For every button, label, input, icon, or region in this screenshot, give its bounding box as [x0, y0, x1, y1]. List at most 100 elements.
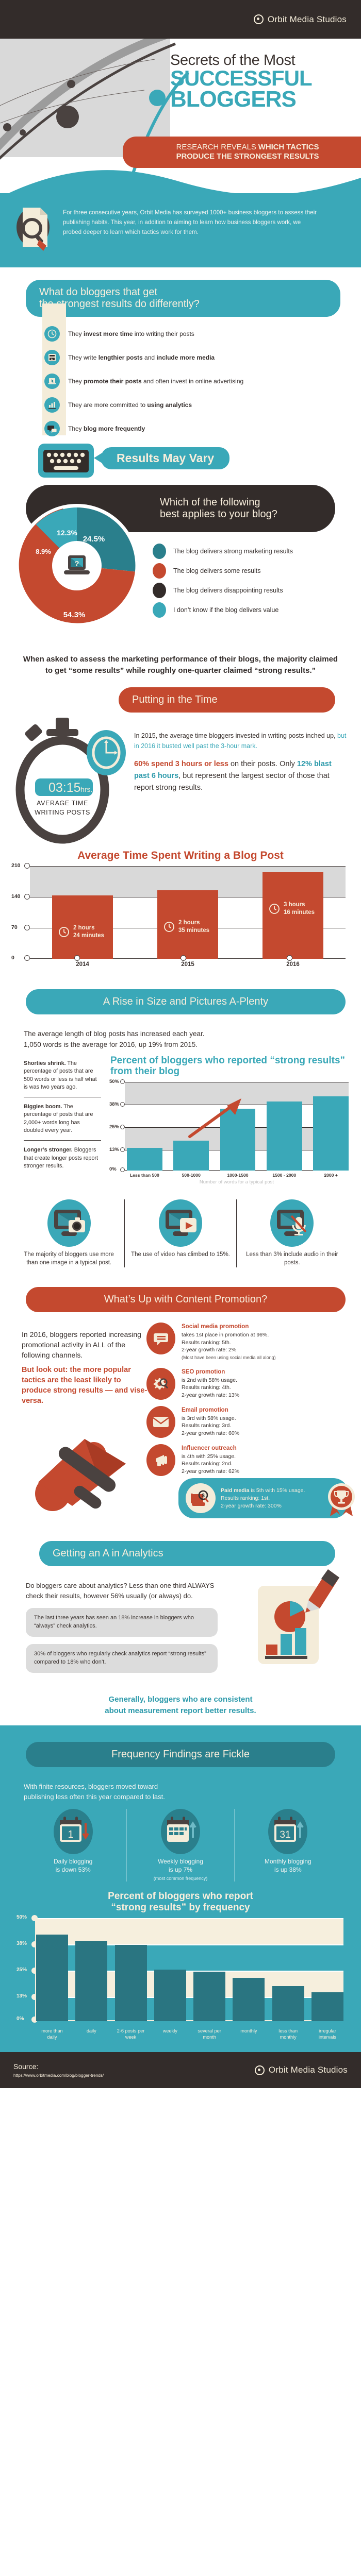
promotion-item-l2: Results ranking: 4th.: [182, 1384, 231, 1391]
promotion-intro-red: But look out: the more popular tactics a…: [22, 1365, 147, 1405]
monitor-video-icon: [158, 1199, 203, 1247]
frequency-section: Frequency Findings are Fickle With finit…: [0, 1725, 361, 2053]
bar-2015: 2 hours 35 minutes: [157, 890, 218, 959]
legend-item: The blog delivers some results: [153, 561, 354, 581]
chart2-xtick: 500-1000: [182, 1173, 201, 1178]
chart3-x-axis: [35, 2020, 343, 2022]
chart1-ytick: 140: [11, 893, 21, 900]
svg-text:12.3%: 12.3%: [57, 529, 77, 537]
frequency-caption: Daily blogging is down 53%: [23, 1857, 123, 1874]
frequency-cell: 31 Monthly blogging is up 38%: [234, 1809, 341, 1882]
rise-note: Shorties shrink. The percentage of posts…: [24, 1060, 97, 1090]
media-caption: The use of video has climbed to 15%.: [131, 1251, 230, 1258]
chart1-x-knob: [180, 955, 186, 961]
bar-less-than-monthly: [272, 1986, 304, 2022]
promotion-item-text: Influencer outreach is 4th with 25% usag…: [182, 1444, 239, 1476]
chart3-ytick: 50%: [17, 1914, 27, 1921]
paper-strip-decoration: [42, 303, 66, 436]
source-url[interactable]: https://www.orbitmedia.com/blog/blogger-…: [13, 2073, 104, 2078]
chart2-ytick: 0%: [109, 1166, 117, 1173]
chart2-x-labels: Less than 500 500-1000 1000-1500 1500 - …: [127, 1173, 349, 1178]
list-item: They blog more frequently: [26, 417, 349, 440]
chart3-title: Percent of bloggers who report “strong re…: [108, 1890, 253, 1913]
list-item-label: They are more committed to using analyti…: [68, 401, 192, 409]
bar-more-than-daily: [36, 1935, 68, 2022]
analytics-section: Getting an A in Analytics Do bloggers ca…: [0, 1531, 361, 1687]
chart3-band-top: [35, 1918, 343, 1945]
chart2-xtick: 2000 +: [324, 1173, 338, 1178]
bar-2016: 3 hours 16 minutes: [262, 872, 323, 959]
promotion-item-l2: Results ranking: 3rd.: [182, 1422, 232, 1429]
chart2-axis-knob: [120, 1102, 125, 1107]
footer-brand-logo: Orbit Media Studios: [254, 2065, 348, 2075]
chart2-xlabel: Number of words for a typical post: [199, 1179, 274, 1185]
paid-media-rest: is 5th with 15% usage.: [249, 1487, 305, 1494]
chart1-xtick: 2015: [181, 961, 194, 968]
donut-heading-line-1: Which of the following: [160, 496, 260, 508]
frequency-caption-line-2: is down 53%: [55, 1866, 91, 1874]
bar-2-6-per-week: [114, 1945, 147, 2022]
svg-text:31: 31: [280, 1829, 291, 1840]
hero-red-banner: RESEARCH REVEALS WHICH TACTICS PRODUCE T…: [123, 137, 361, 168]
megaphone-small-icon: [146, 1444, 175, 1477]
stopwatch-graphic: 03:15 hrs. AVERAGE TIME WRITING POSTS: [10, 718, 129, 846]
chart1-axis-knob: [24, 925, 30, 931]
chart3-y-axis: [35, 1918, 36, 2022]
chart2-axis-knob: [120, 1167, 125, 1173]
infographic-page: Orbit Media Studios Secrets of the Most …: [0, 0, 361, 2089]
time-section: Putting in the Time 03:15 hrs. AVERAGE T…: [0, 676, 361, 846]
frequency-intro-line-1: With finite resources, bloggers moved to…: [24, 1783, 158, 1791]
hero-title: Secrets of the Most SUCCESSFUL BLOGGERS: [170, 52, 351, 112]
stopwatch-value: 03:15: [48, 781, 81, 795]
analytics-conclusion-line-1: Generally, bloggers who are consistent: [108, 1695, 253, 1704]
svg-text:54.3%: 54.3%: [63, 611, 86, 619]
footer-brand-name: Orbit Media Studios: [268, 2065, 348, 2075]
orbit-logo-icon: [253, 14, 264, 24]
chart2-ytick: 13%: [109, 1147, 120, 1153]
chart2-ytick: 38%: [109, 1101, 120, 1108]
legend-label: The blog delivers some results: [173, 567, 261, 575]
differently-heading-line-1: What do bloggers that get: [39, 286, 158, 298]
promotion-item-l3: 2-year growth rate: 13%: [182, 1392, 240, 1399]
time-text: In 2015, the average time bloggers inves…: [134, 718, 348, 846]
frequency-heading: Frequency Findings are Fickle: [26, 1742, 335, 1768]
calendar-1-down-icon: 1: [53, 1809, 94, 1855]
chart1-xtick: 2016: [286, 961, 300, 968]
hero-line-1: Secrets of the Most: [170, 52, 296, 69]
source-block: Source: https://www.orbitmedia.com/blog/…: [13, 2062, 104, 2078]
paid-media-text: Paid media is 5th with 15% usage. Result…: [221, 1487, 305, 1510]
chart1-xtick: 2014: [76, 961, 89, 968]
media-trio-section: The majority of bloggers use more than o…: [0, 1190, 361, 1276]
calendar-31-up-icon: 31: [267, 1809, 308, 1855]
notepad-pencil-chart-icon: [258, 1569, 339, 1665]
legend-item: I don’t know if the blog delivers value: [153, 600, 354, 620]
differently-heading-line-2: the strongest results do differently?: [39, 298, 200, 310]
hero-line-3: BLOGGERS: [170, 86, 297, 112]
rise-note: Longer’s stronger. Bloggers that create …: [24, 1147, 99, 1170]
intro-wave-shape: [0, 170, 361, 211]
promotion-item-title: Email promotion: [182, 1407, 228, 1414]
promotion-item-text: Email promotion is 3rd with 58% usage. R…: [182, 1406, 239, 1437]
time-paragraph-1: In 2015, the average time bloggers inves…: [134, 732, 347, 750]
bar-2016-label: 3 hours 16 minutes: [269, 901, 315, 916]
chart3-ytick: 13%: [17, 1993, 27, 1999]
chart2-axis-knob: [120, 1125, 125, 1130]
frequency-cell: Weekly blogging is up 7% (most common fr…: [126, 1809, 234, 1882]
svg-text:8.9%: 8.9%: [36, 548, 51, 555]
chart2-ytick: 50%: [109, 1079, 120, 1085]
bar-2000-plus: [313, 1096, 349, 1171]
legend-label: I don’t know if the blog delivers value: [173, 606, 279, 614]
chart1-axis-knob: [24, 894, 30, 900]
legend-swatch: [153, 563, 166, 579]
promotion-item-title: Influencer outreach: [182, 1445, 237, 1452]
chart3-axis-knob: [31, 1915, 38, 1922]
frequency-intro-line-2: publishing less often this year compared…: [24, 1792, 165, 1801]
megaphone-icon: [35, 1439, 126, 1512]
bar-monthly: [233, 1978, 265, 2022]
frequency-caption-line-1: Weekly blogging: [158, 1858, 203, 1866]
chart3-xtick: weekly: [162, 2028, 177, 2034]
bar-2014: 2 hours 24 minutes: [52, 895, 113, 959]
chart3-xtick: monthly: [240, 2028, 257, 2034]
upward-trend-arrow-icon: [188, 1098, 241, 1139]
chart3-ytick: 25%: [17, 1967, 27, 1973]
